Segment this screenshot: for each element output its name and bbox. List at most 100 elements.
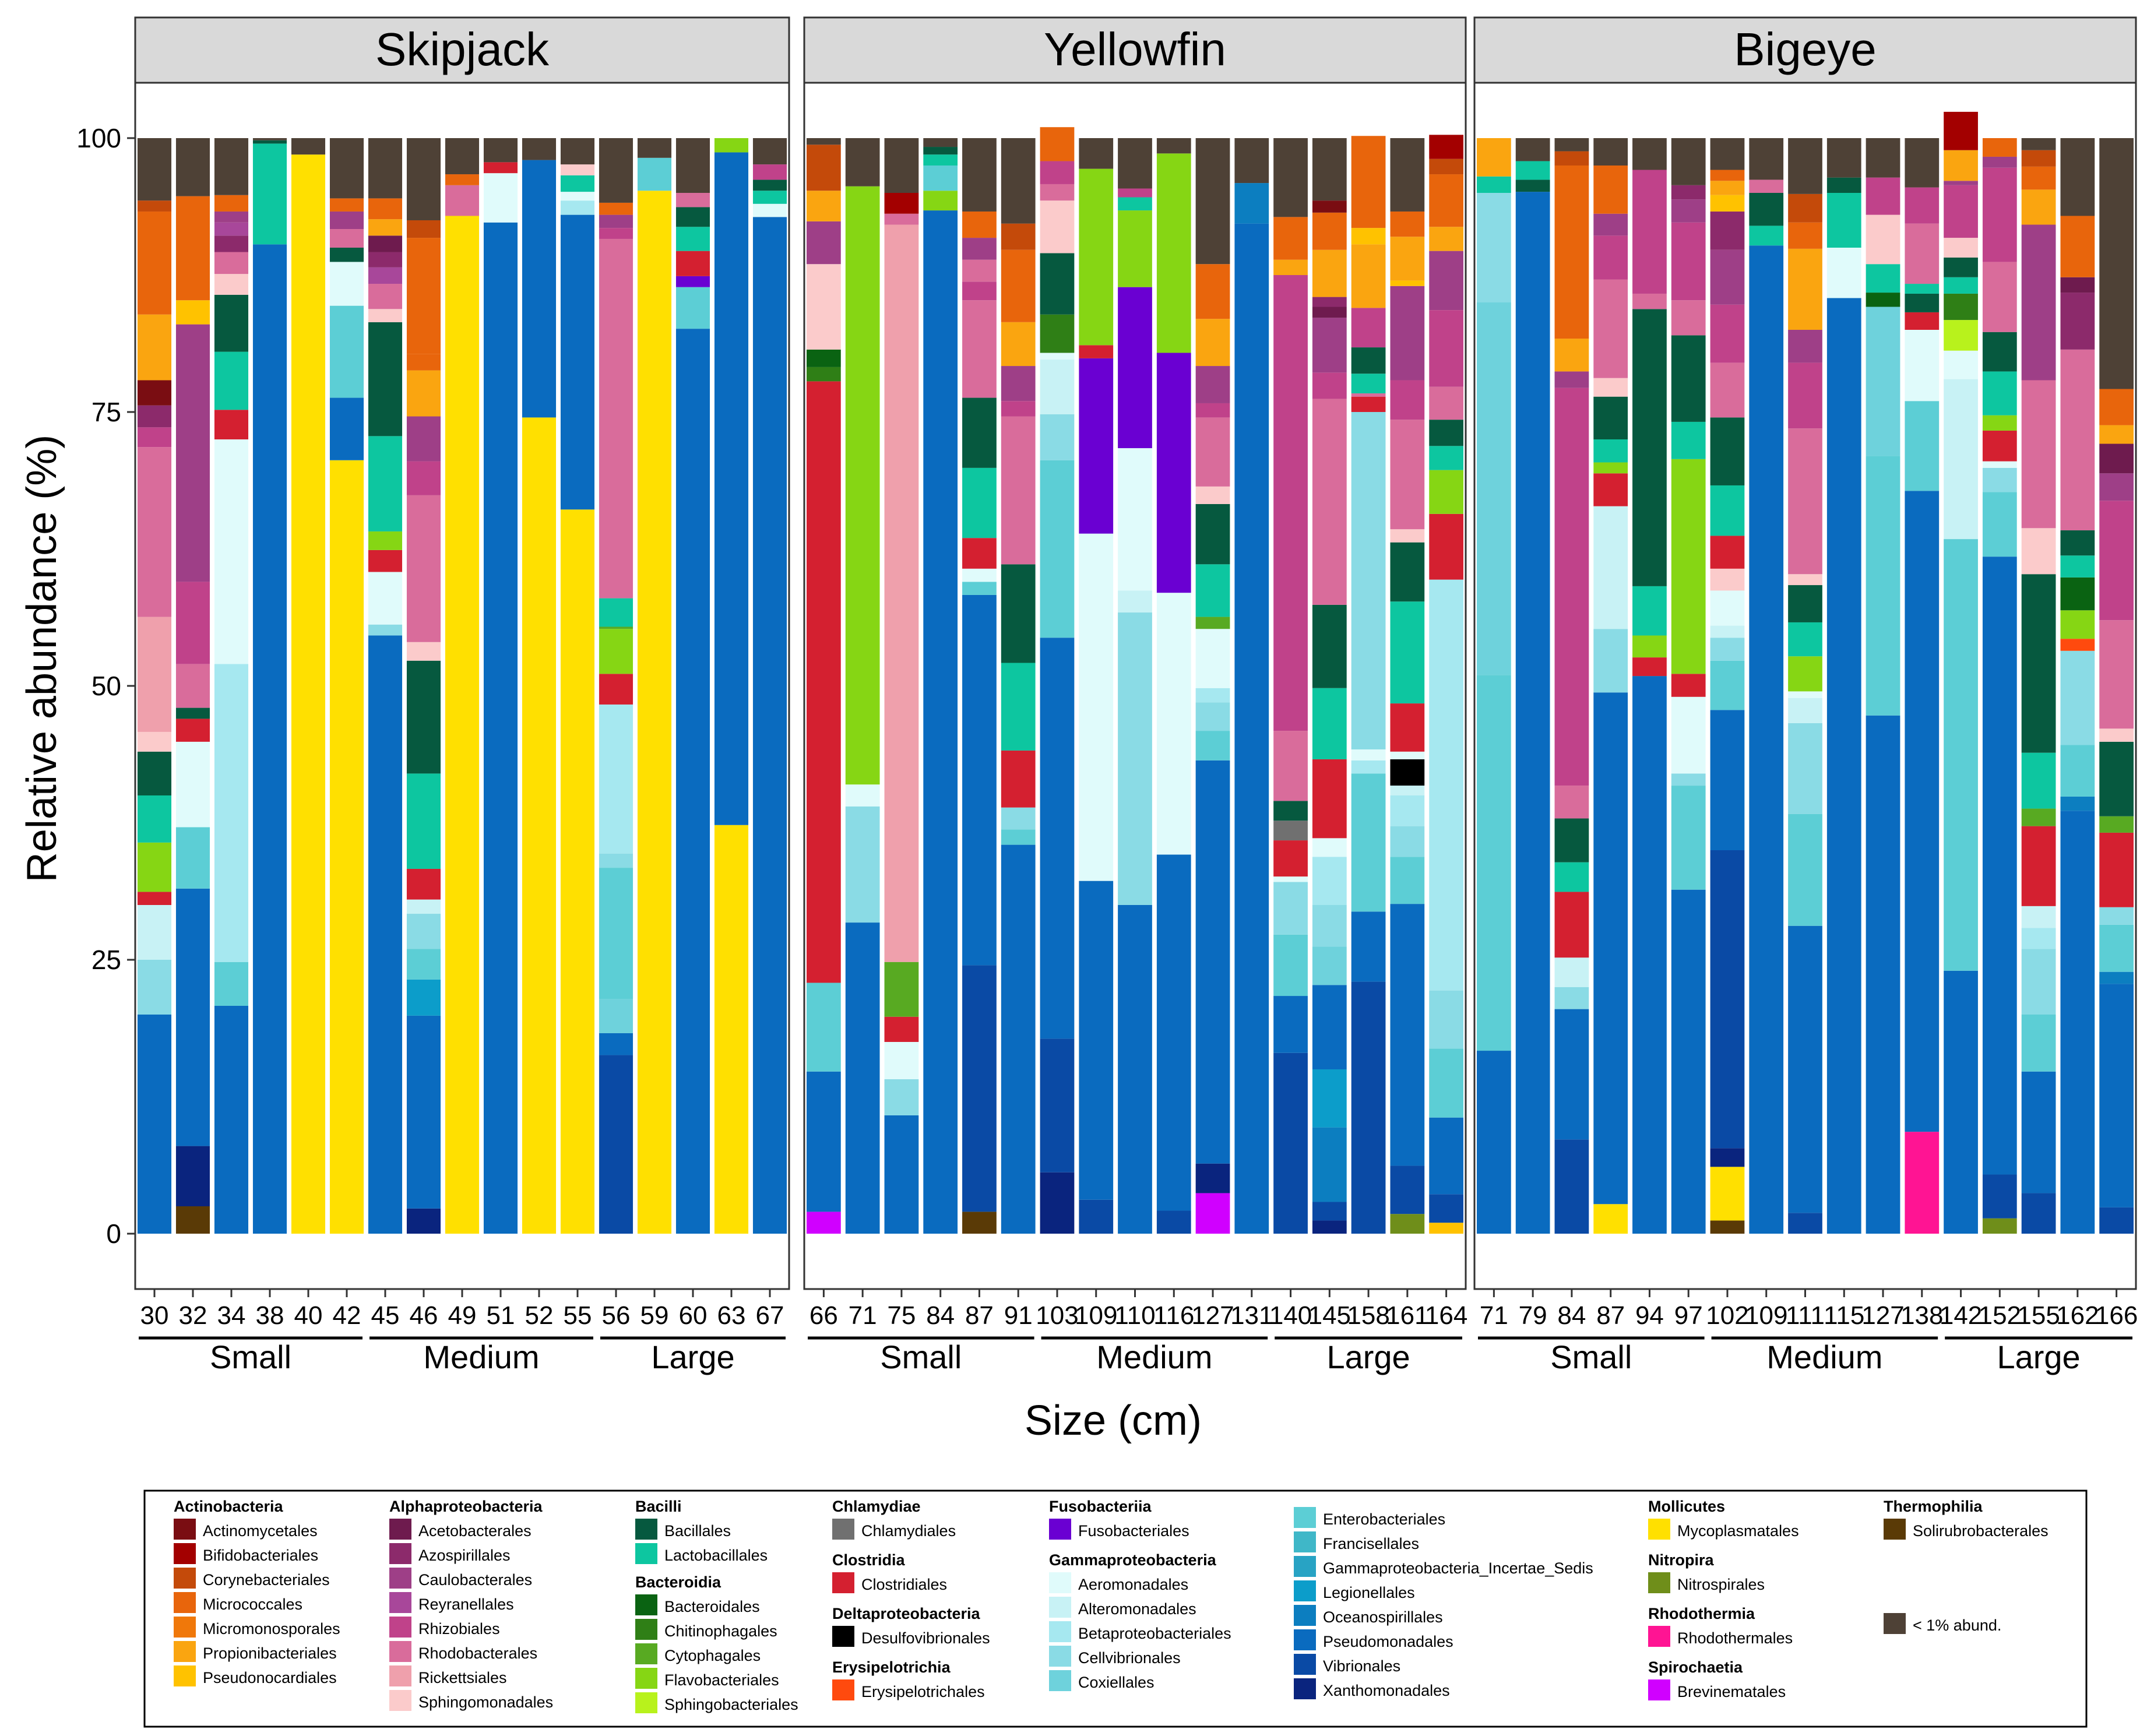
bar-segment-pseudonocardiales	[1710, 195, 1745, 212]
bar-segment-rhizobiales	[1944, 185, 1978, 238]
bar-segment-enterobacteriales	[1982, 492, 2017, 557]
bar-segment-bacillales	[1273, 801, 1308, 821]
legend-group-title: Erysipelotrichia	[832, 1658, 951, 1676]
panel-strip	[134, 16, 790, 84]
bar-segment-bacillales	[1749, 193, 1784, 226]
bar-segment-micrococcales	[1429, 174, 1463, 227]
legend-swatch	[389, 1690, 411, 1711]
bar-segment-rhodobacterales	[1001, 416, 1036, 565]
bar-segment-alteromonadales	[137, 905, 172, 960]
bar-segment-rhizobiales	[1312, 372, 1347, 399]
bar-segment-bacillales	[368, 322, 403, 436]
bar-segment-clostridiales	[1079, 345, 1114, 358]
bar-segment-sphingomonadales	[1866, 214, 1900, 265]
bar-segment-other	[752, 138, 787, 165]
bar-segment-sphingomonadales	[1788, 574, 1822, 586]
bar-segment-bacillales	[1671, 335, 1706, 422]
bar-segment-flavobacteriales	[1118, 210, 1152, 287]
bar-segment-pseudomonadales	[1515, 192, 1550, 1234]
bar-segment-azospirillales	[1312, 297, 1347, 307]
bar-segment-caulobacterales	[329, 211, 364, 230]
bar-stack	[329, 138, 364, 1234]
bar-segment-rhodobacterales	[1749, 179, 1784, 193]
bar-segment-lactobacillales	[137, 795, 172, 843]
bar-segment-lactobacillales	[923, 154, 958, 165]
bar-segment-other	[1118, 138, 1152, 189]
legend-group-title: Chlamydiae	[832, 1498, 921, 1515]
bar-segment-other	[1312, 138, 1347, 201]
bar-segment-bacillales	[1788, 585, 1822, 622]
bar-segment-enterobacteriales	[1944, 539, 1978, 971]
bar-segment-propionibacteriales	[1273, 259, 1308, 275]
bar-segment-pseudomonadales	[368, 635, 403, 1234]
bar-segment-pseudomonadales	[1554, 1009, 1589, 1140]
bar-stack	[1905, 138, 1940, 1234]
bar-stack	[175, 138, 210, 1234]
bar-segment-other	[2060, 138, 2095, 216]
bar-segment-aeromonadales	[1788, 691, 1822, 698]
bar-segment-aeromonadales	[1826, 248, 1861, 298]
bar-segment-betaproteobacteriales	[1429, 579, 1463, 991]
y-tick-label: 0	[106, 1219, 121, 1249]
bar-stack	[1826, 138, 1861, 1234]
legend-swatch	[174, 1568, 196, 1589]
bar-stack	[675, 138, 710, 1234]
bar-segment-pseudomonadales	[884, 1115, 919, 1234]
legend-swatch	[635, 1692, 657, 1713]
legend-swatch	[1049, 1670, 1071, 1691]
panel-title: Bigeye	[1734, 23, 1877, 75]
bar-segment-betaproteobacteriales	[1312, 857, 1347, 905]
bar-segment-micrococcales	[1593, 165, 1628, 214]
bar-segment-coxiellales	[1477, 302, 1511, 675]
bar-segment-micrococcales	[329, 198, 364, 212]
bar-segment-aeromonadales	[1156, 593, 1191, 855]
bar-segment-pseudomonadales	[329, 397, 364, 460]
bar-stack	[1788, 138, 1822, 1234]
legend-swatch	[1294, 1654, 1316, 1675]
bar-segment-aeromonadales	[1671, 696, 1706, 774]
bar-segment-bacillales	[1826, 177, 1861, 193]
legend-item-label: Pseudonocardiales	[203, 1669, 337, 1686]
y-tick-label: 75	[91, 397, 121, 427]
bar-segment-caulobacterales	[1788, 330, 1822, 363]
bar-segment-micrococcales	[1982, 138, 2017, 157]
bar-segment-clostridiales	[1273, 840, 1308, 877]
bar-segment-pseudomonadales	[807, 1071, 841, 1212]
bar-segment-cellvibrionales	[1273, 882, 1308, 935]
y-axis-title: Relative abundance (%)	[19, 435, 65, 882]
legend-item-label: Gammaproteobacteria_Incertae_Sedis	[1323, 1559, 1593, 1577]
bar-segment-enterobacteriales	[1671, 786, 1706, 890]
bar-segment-aeromonadales	[329, 262, 364, 306]
bar-segment-enterobacteriales	[807, 983, 841, 1072]
legend-swatch	[832, 1519, 854, 1540]
x-tick-label: 131	[1230, 1301, 1273, 1330]
bar-segment-other	[1515, 138, 1550, 161]
bar-segment-clostridiales	[962, 538, 997, 569]
bar-segment-flavobacteriales	[923, 191, 958, 211]
x-tick-label: 51	[487, 1301, 515, 1330]
x-tick-label: 52	[525, 1301, 554, 1330]
bar-segment-aeromonadales	[845, 784, 880, 807]
bar-stack	[962, 138, 997, 1234]
bar-segment-oceanospirillales	[2099, 971, 2134, 984]
bar-segment-other	[1671, 138, 1706, 185]
bar-segment-rhodobacterales	[675, 193, 710, 207]
bar-segment-cellvibrionales	[599, 853, 633, 868]
legend-item-label: Nitrospirales	[1677, 1576, 1765, 1593]
size-group-label: Small	[880, 1339, 962, 1375]
x-tick-label: 102	[1706, 1301, 1748, 1330]
bar-segment-oceanospirillales	[1312, 1127, 1347, 1202]
bar-segment-vibrionales	[1312, 1202, 1347, 1221]
x-tick-label: 164	[1425, 1301, 1467, 1330]
bar-segment-pseudomonadales	[1312, 985, 1347, 1069]
legend-group-title: Bacteroidia	[635, 1573, 721, 1591]
bar-segment-aeromonadales	[1905, 330, 1940, 402]
bar-segment-pseudomonadales	[1040, 638, 1075, 1039]
bar-segment-micrococcales	[962, 211, 997, 238]
bar-segment-nitrospirales	[1982, 1218, 2017, 1234]
legend-swatch	[1294, 1605, 1316, 1626]
bar-segment-pseudomonadales	[1079, 881, 1114, 1200]
bar-segment-nitrospirales	[1390, 1214, 1425, 1234]
bar-segment-other	[291, 138, 326, 155]
bar-segment-rhizobiales	[1632, 170, 1667, 294]
